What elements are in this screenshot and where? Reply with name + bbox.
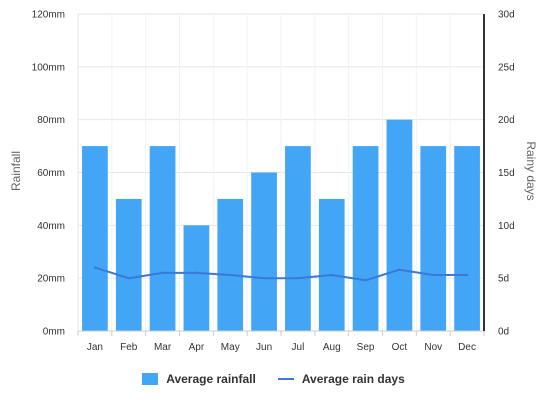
rainfall-bar-may: [217, 198, 244, 331]
x-tick-label-jun: Jun: [256, 342, 272, 353]
x-tick-label-nov: Nov: [424, 342, 442, 353]
y-tick-label: 80mm: [37, 115, 65, 126]
x-tick-label-jul: Jul: [292, 342, 305, 353]
rain-days-point-aug: [330, 273, 333, 277]
rainfall-bar-jul: [285, 146, 311, 331]
y2-tick-label: 5d: [498, 274, 509, 285]
y2-tick-label: 10d: [498, 221, 515, 232]
legend-label-rainfall: Average rainfall: [166, 372, 256, 386]
x-tick-label-dec: Dec: [458, 342, 476, 353]
chart-legend: Average rainfall Average rain days: [0, 372, 547, 386]
legend-item-rainfall[interactable]: Average rainfall: [142, 372, 256, 386]
rain-days-point-sep: [364, 279, 367, 282]
rainfall-bar-dec: [454, 146, 480, 331]
y2-tick-label: 30d: [498, 10, 515, 21]
rain-days-series-line: [94, 266, 468, 282]
rainfall-bar-apr: [183, 225, 210, 331]
y-tick-label: 100mm: [32, 62, 65, 73]
rain-days-point-jan: [93, 266, 97, 269]
axes: [77, 14, 485, 336]
x-tick-label-feb: Feb: [120, 342, 138, 353]
rain-days-point-jun: [262, 276, 266, 280]
y2-tick-label: 15d: [498, 168, 515, 179]
legend-swatch-rain-days: [277, 378, 294, 380]
x-tick-label-mar: Mar: [154, 342, 172, 353]
y-axis-title: Rainfall: [9, 151, 23, 191]
x-tick-label-oct: Oct: [392, 342, 408, 353]
rainfall-bar-nov: [420, 146, 447, 331]
y-tick-label: 0mm: [43, 327, 65, 338]
rain-days-point-mar: [161, 271, 164, 275]
rain-days-point-may: [229, 273, 232, 277]
rain-days-point-dec: [465, 273, 469, 277]
y2-tick-label: 20d: [498, 115, 515, 126]
y2-tick-label: 25d: [498, 62, 515, 73]
rainfall-bar-aug: [318, 198, 345, 331]
tick-labels: 0mm 0d 20mm 5d 40mm 10d 60mm 15d 80mm 20d 100mm 25d…: [32, 10, 515, 354]
y-tick-label: 20mm: [37, 274, 65, 285]
rainfall-bar-mar: [149, 146, 176, 331]
x-tick-label-apr: Apr: [189, 342, 205, 353]
x-tick-label-jan: Jan: [87, 342, 103, 353]
y-tick-label: 40mm: [37, 221, 65, 232]
x-tick-label-may: May: [221, 342, 240, 353]
y2-axis-title: Rainy days: [524, 141, 538, 200]
rain-days-point-jul: [296, 276, 300, 280]
rain-days-point-nov: [432, 273, 435, 277]
x-tick-label-aug: Aug: [323, 342, 341, 353]
rainfall-bar-jun: [251, 172, 277, 331]
rain-days-point-oct: [398, 268, 401, 271]
rainfall-bars: [82, 119, 480, 332]
x-tick-label-sep: Sep: [357, 342, 375, 353]
legend-swatch-rainfall: [142, 373, 159, 385]
rainfall-bar-jan: [82, 146, 108, 331]
rain-days-line: [93, 266, 469, 282]
legend-label-rain-days: Average rain days: [301, 372, 405, 386]
legend-item-rain-days[interactable]: Average rain days: [277, 372, 405, 386]
y2-tick-label: 0d: [498, 327, 509, 338]
y-tick-label: 60mm: [37, 168, 65, 179]
rain-days-point-apr: [195, 271, 198, 275]
rainfall-bar-sep: [352, 146, 379, 331]
rainfall-bar-feb: [115, 198, 142, 331]
rain-days-point-feb: [127, 276, 130, 280]
y-tick-label: 120mm: [32, 10, 65, 21]
rainfall-bar-oct: [386, 119, 413, 332]
